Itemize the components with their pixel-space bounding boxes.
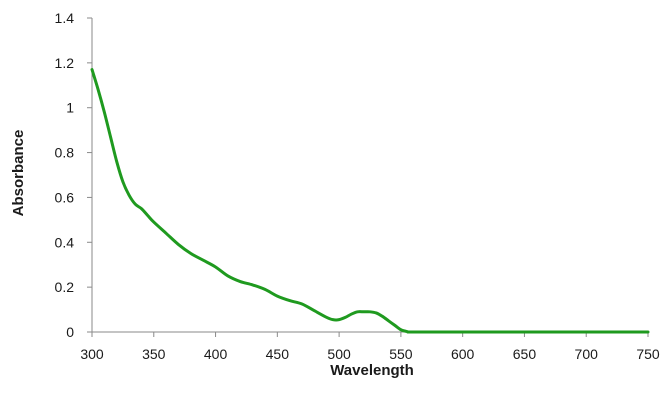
y-tick-label: 0.8 [55,145,75,161]
x-tick-label: 500 [327,346,351,362]
x-tick-label: 400 [204,346,228,362]
x-tick-label: 300 [80,346,104,362]
x-tick-label: 600 [451,346,475,362]
tick-labels: 0 0.2 0.4 0.6 0.8 1 1.2 1.4 300 350 400 450 500 550 60… [55,10,660,362]
series-line [90,68,650,334]
x-tick-label: 350 [142,346,166,362]
y-tick-label: 1 [66,100,74,116]
y-tick-label: 0.4 [55,234,75,250]
y-tick-label: 1.2 [55,55,75,71]
x-tick-label: 550 [389,346,413,362]
y-tick-label: 0 [66,324,74,340]
series-layer [90,68,650,334]
y-tick-label: 0.6 [55,189,75,205]
x-axis-title: Wavelength [330,362,414,379]
x-tick-label: 450 [266,346,290,362]
y-axis-title: Absorbance [10,130,27,217]
y-tick-label: 1.4 [55,10,75,26]
y-tick-label: 0.2 [55,279,75,295]
axes [87,17,649,337]
x-tick-label: 650 [513,346,537,362]
x-tick-label: 700 [575,346,599,362]
x-tick-label: 750 [636,346,660,362]
